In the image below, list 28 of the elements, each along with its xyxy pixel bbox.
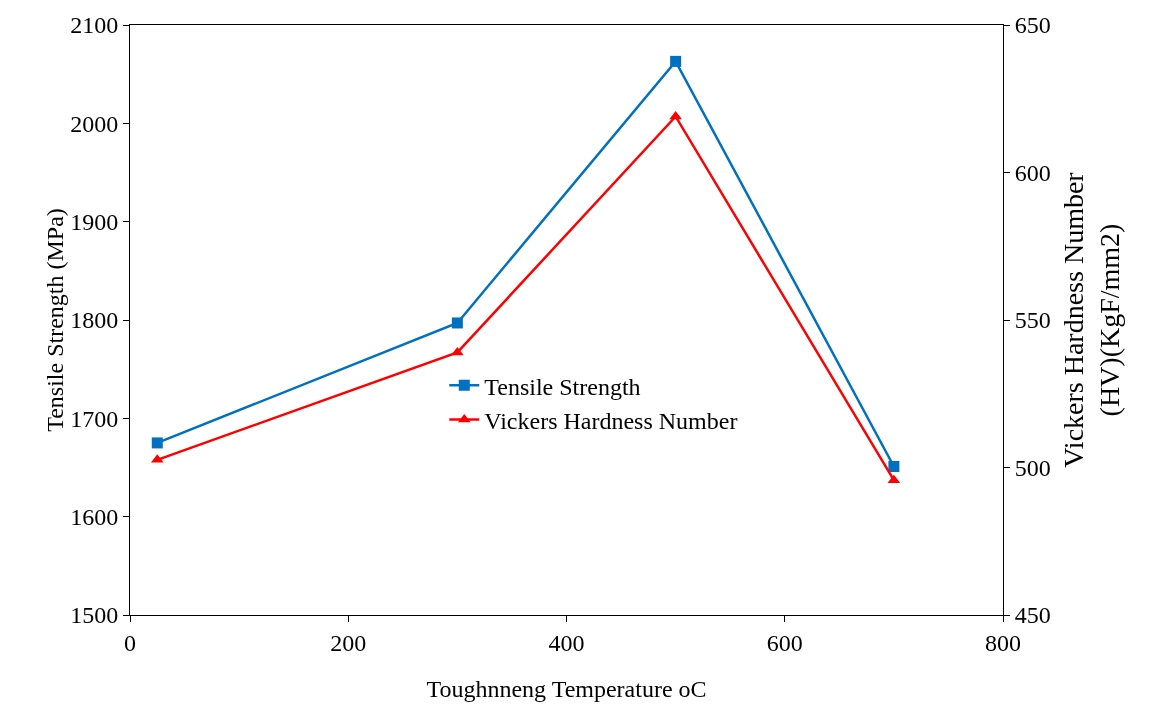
x-axis-title: Toughnneng Temperature oC xyxy=(426,676,707,702)
y-tick-label: 1500 xyxy=(70,602,119,629)
point xyxy=(669,110,682,120)
y-tick-label: 1600 xyxy=(70,504,119,531)
point xyxy=(451,346,464,356)
y-tick-label: 2000 xyxy=(70,110,119,137)
x-tick-label: 0 xyxy=(124,629,136,656)
y2-tick-label: 500 xyxy=(1014,454,1051,481)
point xyxy=(670,55,682,67)
x-tick-label: 400 xyxy=(548,629,585,656)
y2-tick-label: 550 xyxy=(1014,307,1051,334)
y-tick-label: 2100 xyxy=(70,12,119,39)
x-tick-label: 600 xyxy=(766,629,803,656)
legend-label: Tensile Strength xyxy=(484,373,641,400)
legend-label: Vickers Hardness Number xyxy=(484,407,738,434)
y2-tick-label: 600 xyxy=(1014,159,1051,186)
x-tick-label: 800 xyxy=(985,629,1021,656)
y-axis-title: Tensile Strength (MPa) xyxy=(42,208,69,432)
y-tick-label: 1800 xyxy=(70,307,119,334)
y2-tick-label: 650 xyxy=(1014,12,1051,39)
y2-tick-label: 450 xyxy=(1014,602,1051,629)
point xyxy=(451,317,463,329)
y-tick-label: 1700 xyxy=(70,405,119,432)
y-tick-label: 1900 xyxy=(70,209,119,236)
point xyxy=(151,437,163,449)
point xyxy=(888,461,900,473)
x-tick-label: 200 xyxy=(330,629,367,656)
y2-axis-title: Vickers Hardness Number (HV)(KgF/mm2) xyxy=(1058,171,1126,468)
